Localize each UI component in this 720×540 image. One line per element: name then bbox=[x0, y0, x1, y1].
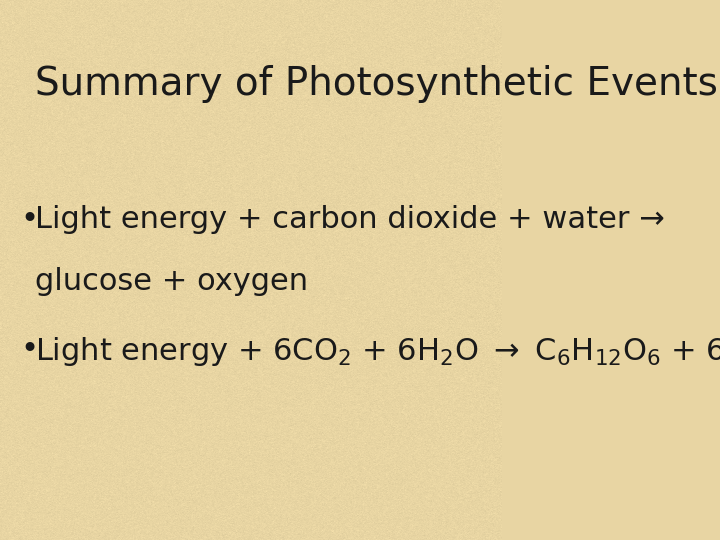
Text: Summary of Photosynthetic Events: Summary of Photosynthetic Events bbox=[35, 65, 718, 103]
Text: Light energy + carbon dioxide + water →: Light energy + carbon dioxide + water → bbox=[35, 205, 665, 234]
Text: Light energy + 6CO$_2$ + 6H$_2$O $\rightarrow$ C$_6$H$_{12}$O$_6$ + 6 O$_2$: Light energy + 6CO$_2$ + 6H$_2$O $\right… bbox=[35, 335, 720, 368]
Text: •: • bbox=[20, 205, 38, 234]
Text: •: • bbox=[20, 335, 38, 364]
Text: glucose + oxygen: glucose + oxygen bbox=[35, 267, 308, 296]
